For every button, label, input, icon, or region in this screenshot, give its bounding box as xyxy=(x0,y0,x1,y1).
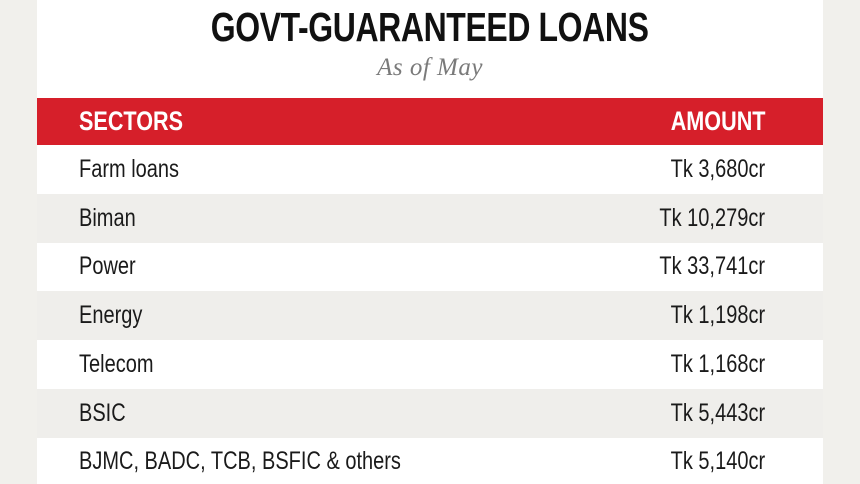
amount: Tk 5,140cr xyxy=(670,447,765,476)
sector: Power xyxy=(79,252,136,281)
table-cell: Tk 1,168cr xyxy=(647,340,765,389)
table-row: Farm loans Tk 3,680cr xyxy=(37,145,823,194)
title: GOVT-GUARANTEED LOANS xyxy=(211,4,649,50)
table-cell: Tk 10,279cr xyxy=(633,194,765,243)
table-cell: Tk 5,140cr xyxy=(647,437,765,484)
table-row: Energy Tk 1,198cr xyxy=(37,291,823,341)
sector: Biman xyxy=(79,203,136,232)
amount: Tk 1,198cr xyxy=(670,301,765,330)
subtitle: As of May xyxy=(377,54,483,81)
sector: BJMC, BADC, TCB, BSFIC & others xyxy=(79,447,401,476)
panel: GOVT-GUARANTEED LOANS As of May SECTORS … xyxy=(37,0,823,484)
sector: Telecom xyxy=(79,349,154,378)
table-cell: Energy xyxy=(79,291,158,340)
amount: Tk 10,279cr xyxy=(659,203,765,232)
table-row: Biman Tk 10,279cr xyxy=(37,193,823,243)
table-cell: BSIC xyxy=(79,389,137,438)
table-cell: Tk 5,443cr xyxy=(647,389,765,438)
table-cell: Telecom xyxy=(79,340,172,389)
table-cell: Tk 3,680cr xyxy=(647,145,765,194)
table-row: BJMC, BADC, TCB, BSFIC & others Tk 5,140c… xyxy=(37,437,823,484)
header-cell: AMOUNT xyxy=(647,98,765,145)
header-cell: SECTORS xyxy=(79,98,209,145)
title-box: GOVT-GUARANTEED LOANS xyxy=(37,4,823,51)
table-row: Power Tk 33,741cr xyxy=(37,242,823,291)
table-header: SECTORS AMOUNT xyxy=(37,98,823,145)
table-cell: Tk 1,198cr xyxy=(647,291,765,340)
amount: Tk 3,680cr xyxy=(670,155,765,183)
table-cell: Power xyxy=(79,242,150,291)
amount: Tk 5,443cr xyxy=(670,398,765,427)
sector: Energy xyxy=(79,301,143,330)
table-row: BSIC Tk 5,443cr xyxy=(37,388,823,438)
sector: Farm loans xyxy=(79,155,180,183)
amount: Tk 33,741cr xyxy=(659,252,765,281)
sector: BSIC xyxy=(79,398,126,427)
column-label: AMOUNT xyxy=(670,106,765,136)
subtitle-box: As of May xyxy=(37,54,823,82)
table-cell: Biman xyxy=(79,194,150,243)
amount: Tk 1,168cr xyxy=(670,349,765,378)
table-cell: Farm loans xyxy=(79,145,204,194)
table-cell: BJMC, BADC, TCB, BSFIC & others xyxy=(79,437,481,484)
table-cell: Tk 33,741cr xyxy=(633,242,765,291)
column-label: SECTORS xyxy=(79,106,184,136)
table-row: Telecom Tk 1,168cr xyxy=(37,340,823,389)
